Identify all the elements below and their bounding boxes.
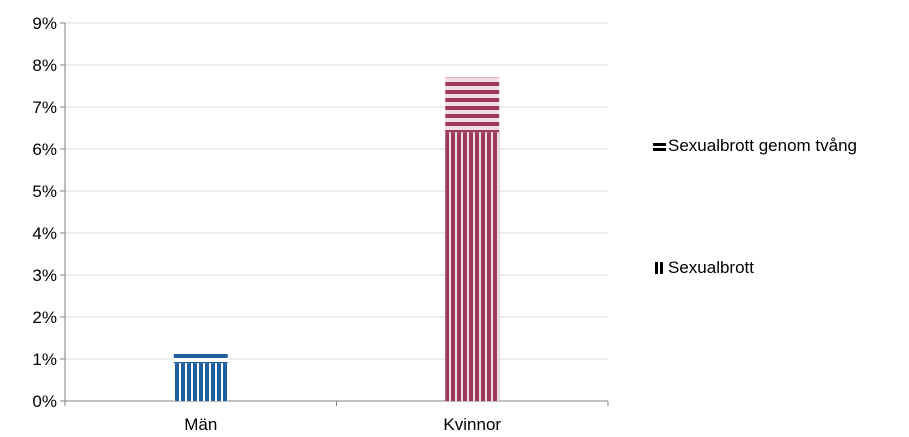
y-tick-label: 3% xyxy=(32,266,57,285)
y-tick-label: 4% xyxy=(32,224,57,243)
bar-sexualbrott-0 xyxy=(173,363,228,401)
axes xyxy=(60,22,609,406)
y-tick-label: 8% xyxy=(32,56,57,75)
y-tick-label: 0% xyxy=(32,392,57,411)
vertical-stripes-icon xyxy=(655,262,663,274)
y-tick-label: 7% xyxy=(32,98,57,117)
legend-label-sexualbrott: Sexualbrott xyxy=(668,258,754,277)
legend-label-tvang: Sexualbrott genom tvång xyxy=(668,136,858,155)
bars xyxy=(173,77,500,401)
y-tick-label: 1% xyxy=(32,350,57,369)
x-tick-label: Män xyxy=(184,415,217,434)
tick-labels: 0% 1% 2% 3% 4% 5% 6% 7% 8% 9% Män Kvinnor xyxy=(32,14,501,434)
bar-sexualbrott-1 xyxy=(445,132,500,401)
legend-item-sexualbrott[interactable]: Sexualbrott xyxy=(653,258,754,278)
x-tick-label: Kvinnor xyxy=(443,415,501,434)
legend: Sexualbrott genom tvång Sexualbrott xyxy=(653,120,909,320)
bar-tvang-0 xyxy=(173,350,228,364)
gridlines xyxy=(65,22,608,360)
y-tick-label: 5% xyxy=(32,182,57,201)
y-tick-label: 6% xyxy=(32,140,57,159)
horizontal-stripes-icon xyxy=(653,143,666,151)
legend-item-tvang[interactable]: Sexualbrott genom tvång xyxy=(653,136,857,156)
bar-tvang-1 xyxy=(445,77,500,133)
y-tick-label: 9% xyxy=(32,14,57,33)
y-tick-label: 2% xyxy=(32,308,57,327)
